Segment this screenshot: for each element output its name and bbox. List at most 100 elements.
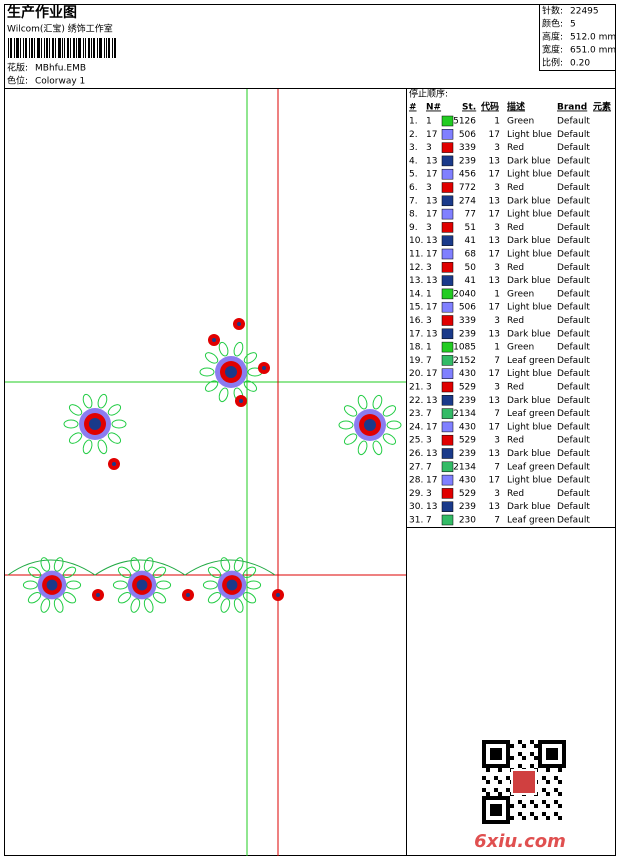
leaf (382, 433, 397, 445)
cell: Dark blue (507, 449, 551, 459)
cell: 3. (409, 143, 418, 153)
cell: Default (557, 316, 590, 326)
cell: 19. (409, 356, 423, 366)
cell: 13 (489, 196, 500, 206)
bar (25, 38, 27, 58)
bar (67, 38, 69, 58)
qr-module (550, 764, 554, 768)
bud (237, 322, 241, 326)
qr-module (482, 764, 486, 768)
swatch (441, 461, 454, 473)
cell: 239 (459, 449, 476, 459)
leaf (199, 367, 215, 377)
leaf (152, 566, 167, 579)
leaf (143, 598, 154, 613)
leaf (111, 419, 127, 429)
cell: 5126 (453, 117, 476, 127)
qr-module (554, 764, 558, 768)
leaf (338, 420, 354, 430)
cell: 51 (465, 223, 476, 233)
swatch (441, 288, 454, 300)
cell: Default (557, 210, 590, 220)
cell: 7 (426, 409, 432, 419)
leaf (53, 598, 64, 613)
leaf (107, 432, 122, 444)
qr-module (494, 812, 498, 816)
stat-value: 651.0 mm (570, 46, 616, 56)
swatch (441, 301, 454, 313)
cell: 7 (494, 462, 500, 472)
cell: 16. (409, 316, 423, 326)
cell: Red (507, 383, 524, 393)
qr-module (482, 756, 486, 760)
leaf (357, 440, 368, 456)
cell: 77 (465, 210, 476, 220)
cell: 13 (489, 236, 500, 246)
qr-module (482, 740, 486, 744)
qr-module (506, 764, 510, 768)
cell: 7 (426, 516, 432, 526)
qr-module (482, 804, 486, 808)
swatch (441, 115, 454, 127)
qr-module (498, 808, 502, 812)
leaf (243, 352, 258, 364)
qr-module (562, 752, 566, 756)
qr-module (494, 740, 498, 744)
cell: Dark blue (507, 236, 551, 246)
swatch (441, 474, 454, 486)
swatch (441, 222, 454, 233)
cell: Leaf green (507, 462, 555, 472)
cell: 20. (409, 369, 423, 379)
bud (186, 593, 190, 597)
cell: 15. (409, 303, 423, 313)
leaf (207, 566, 222, 579)
qr-module (502, 796, 506, 800)
cell: 1. (409, 117, 418, 127)
cell: 13 (426, 196, 437, 206)
cell: 17 (489, 210, 500, 220)
leaf (246, 580, 262, 590)
cell: 2040 (453, 289, 476, 299)
cell: Default (557, 196, 590, 206)
cell: Default (557, 303, 590, 313)
cell: 17 (489, 130, 500, 140)
cell: Leaf green (507, 516, 555, 526)
qr-module (502, 820, 506, 824)
qr-module (506, 756, 510, 760)
qr-module (546, 764, 550, 768)
stat-value: 512.0 mm (570, 33, 616, 43)
cell: 13 (489, 502, 500, 512)
qr-code (482, 740, 566, 824)
leaf (82, 439, 93, 455)
border (4, 4, 616, 856)
cell: Default (557, 329, 590, 339)
cell: 41 (465, 236, 476, 246)
qr-module (542, 812, 546, 816)
qr-module (518, 800, 522, 804)
cell: 11. (409, 250, 423, 260)
cell: 274 (459, 196, 476, 206)
barcode (8, 38, 116, 58)
cell: Default (557, 502, 590, 512)
cell: 17. (409, 329, 423, 339)
qr-module (506, 760, 510, 764)
cell: 13 (426, 236, 437, 246)
qr-module (490, 748, 494, 752)
cell: Light blue (507, 369, 552, 379)
cell: 17 (426, 210, 437, 220)
bud (96, 593, 100, 597)
leaf (112, 580, 128, 590)
qr-module (506, 796, 510, 800)
cell: Leaf green (507, 356, 555, 366)
cell: 3 (494, 183, 500, 193)
cell: Default (557, 409, 590, 419)
qr-module (542, 764, 546, 768)
qr-module (506, 788, 510, 792)
cell: 10. (409, 236, 423, 246)
bud (112, 462, 116, 466)
cell: 13 (489, 329, 500, 339)
qr-module (482, 788, 486, 792)
cell: 13 (426, 449, 437, 459)
cell: Default (557, 369, 590, 379)
qr-module (546, 804, 550, 808)
